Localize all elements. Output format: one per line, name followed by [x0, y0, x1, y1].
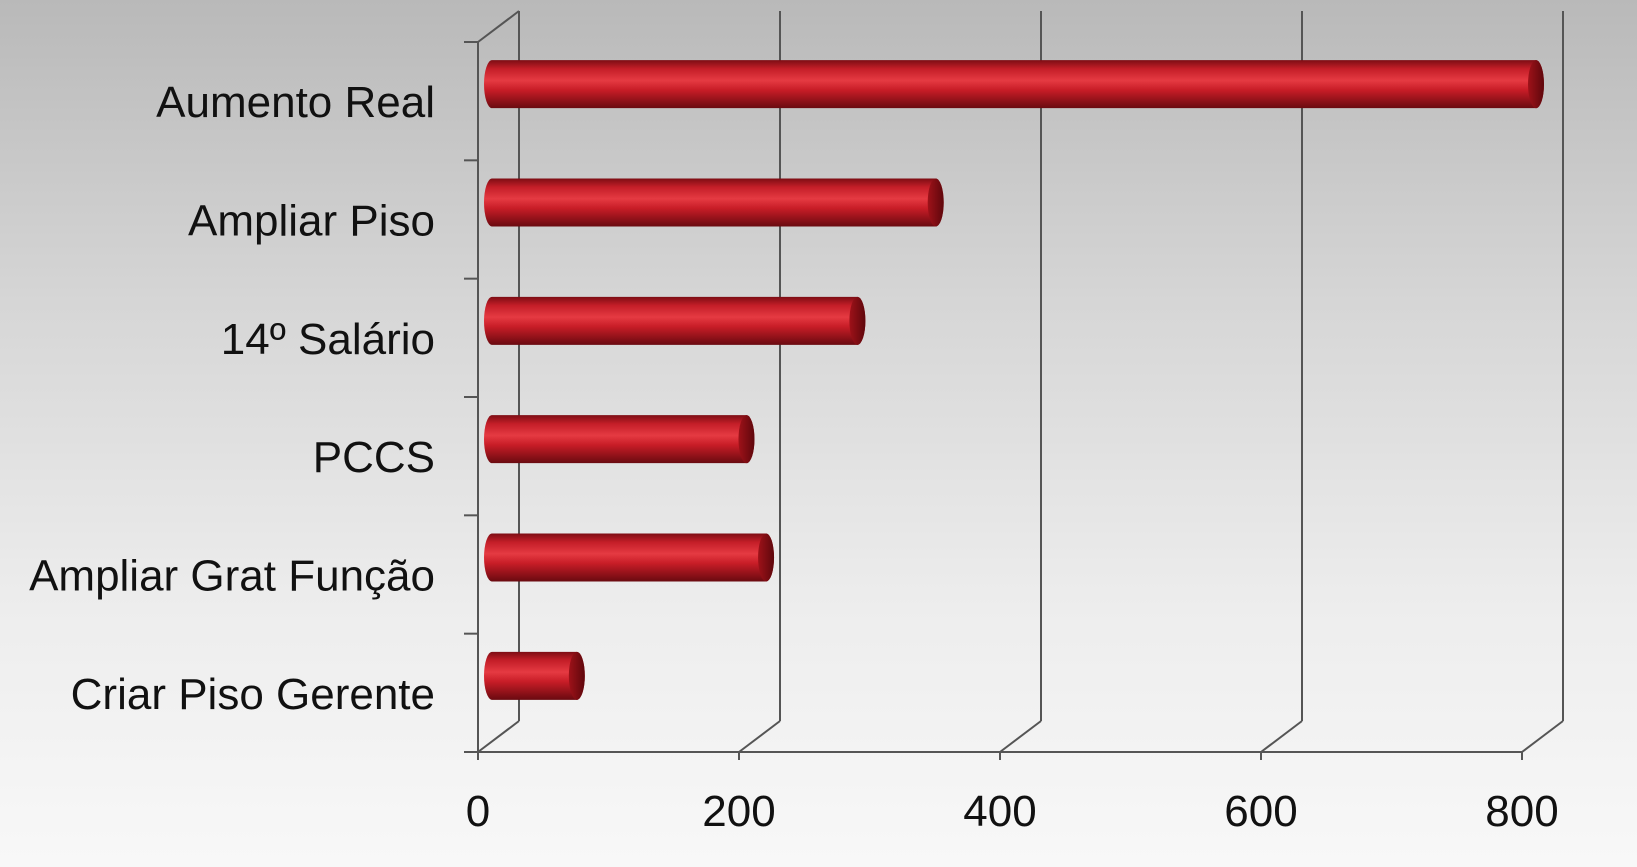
bar-body	[484, 296, 866, 345]
grid-depth-line	[999, 720, 1042, 753]
labels-layer: 0 200 400 600 800 Aumento Real Ampliar Piso 14º…	[29, 78, 1559, 836]
y-axis-top-depth	[477, 10, 520, 43]
bar-cap	[1528, 60, 1544, 109]
bar-cap	[568, 651, 585, 700]
grid-depth-line	[477, 720, 520, 753]
x-tick-label: 0	[466, 787, 490, 836]
grid-depth-line	[1521, 720, 1564, 753]
bar-body	[484, 178, 944, 227]
x-tick-label: 800	[1485, 787, 1558, 836]
grid-depth-line	[738, 720, 781, 753]
bar-body	[484, 533, 775, 582]
bar-2	[484, 296, 866, 345]
grid-layer	[464, 10, 1564, 760]
bars-layer	[484, 60, 1544, 700]
category-label: Ampliar Piso	[188, 197, 435, 246]
bar-body	[484, 415, 755, 464]
category-label: Aumento Real	[156, 78, 435, 127]
category-label: PCCS	[313, 433, 435, 482]
grid-depth-line	[1260, 720, 1303, 753]
bar-4	[484, 533, 775, 582]
bar-3	[484, 415, 755, 464]
category-label: 14º Salário	[221, 315, 435, 364]
bar-body	[484, 651, 585, 700]
bar-body	[484, 60, 1544, 109]
bar-cap	[758, 533, 775, 582]
x-tick-label: 400	[963, 787, 1036, 836]
x-tick-label: 600	[1224, 787, 1297, 836]
category-label: Criar Piso Gerente	[71, 670, 435, 719]
bar-cap	[927, 178, 944, 227]
bar-cap	[738, 415, 755, 464]
x-tick-label: 200	[702, 787, 775, 836]
bar-5	[484, 651, 585, 700]
bar-0	[484, 60, 1544, 109]
bar-cap	[849, 296, 866, 345]
bar-1	[484, 178, 944, 227]
category-label: Ampliar Grat Função	[29, 552, 435, 601]
